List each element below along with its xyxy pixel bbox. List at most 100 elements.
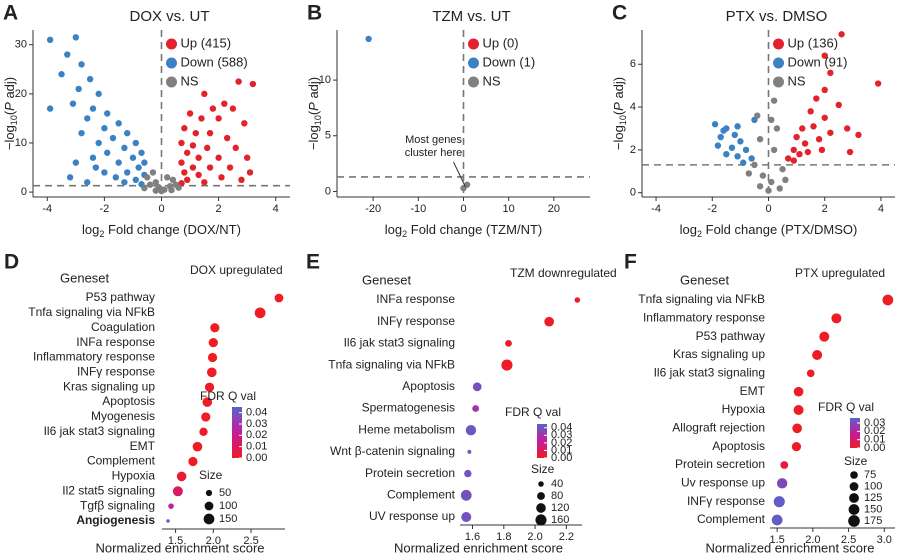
- axis-label: log2 Fold change (TZM/NT): [385, 222, 542, 239]
- point: [751, 161, 758, 169]
- legend-label: Up (0): [483, 35, 519, 50]
- x-tick-label: 3.0: [877, 534, 892, 546]
- dot: [501, 359, 513, 371]
- category-label: Apoptosis: [102, 394, 155, 408]
- label-part: (: [611, 110, 626, 115]
- dot: [192, 441, 203, 452]
- point: [75, 85, 82, 93]
- label-part: P: [306, 102, 321, 111]
- category-label: P53 pathway: [696, 329, 765, 343]
- x-tick-label: 2.0: [206, 535, 221, 547]
- dot: [544, 316, 554, 327]
- point: [168, 186, 175, 194]
- category-label: Complement: [87, 454, 156, 468]
- point: [201, 179, 208, 186]
- x-tick-label: -2: [707, 203, 717, 215]
- category-label: Angiogenesis: [76, 513, 155, 527]
- category-label: Uv response up: [681, 476, 765, 490]
- category-label: Tnfa signaling via NFkB: [328, 357, 455, 371]
- dot: [188, 456, 198, 467]
- dot: [274, 293, 284, 303]
- y-tick-label: 2: [630, 144, 636, 156]
- label-part: 10: [618, 115, 628, 125]
- point: [175, 184, 182, 191]
- point: [844, 125, 851, 132]
- point: [124, 169, 131, 176]
- axis-label: −log10(P adj): [2, 77, 19, 150]
- dot: [771, 514, 783, 526]
- category-label: INFa response: [376, 292, 455, 306]
- point: [184, 149, 191, 156]
- x-tick-label: 1.5: [769, 534, 784, 546]
- point: [112, 174, 120, 181]
- point: [759, 172, 767, 179]
- dot: [472, 405, 480, 412]
- x-tick-label: -4: [651, 203, 661, 215]
- category-label: INFγ response: [77, 365, 155, 379]
- category-label: Complement: [697, 512, 766, 526]
- y-tick-label: 4: [630, 101, 636, 113]
- size-key-label: 80: [551, 490, 563, 502]
- header: Geneset: [60, 270, 110, 285]
- y-tick-label: 0: [630, 187, 636, 199]
- point: [776, 185, 783, 192]
- chart-title: PTX vs. DMSO: [726, 8, 828, 25]
- point: [229, 105, 237, 112]
- point: [770, 97, 778, 104]
- legend-swatch: [166, 38, 177, 50]
- dot: [176, 471, 187, 482]
- x-tick-label: 2: [822, 203, 828, 215]
- panel-letter: F: [624, 251, 637, 274]
- dot: [204, 382, 215, 392]
- point: [221, 100, 228, 107]
- point: [78, 129, 85, 137]
- color-tick-label: 0.04: [551, 422, 572, 434]
- color-tick-label: 0.04: [246, 407, 267, 419]
- dot: [831, 313, 842, 324]
- point: [807, 108, 814, 115]
- label-part: adj): [611, 77, 626, 102]
- category-label: Hypoxia: [722, 402, 766, 416]
- x-axis-title: Normalized enrichment score: [95, 540, 264, 555]
- panel-letter: E: [306, 251, 320, 274]
- point: [72, 34, 80, 41]
- legend-label: Down (91): [788, 54, 848, 69]
- dot: [199, 427, 208, 436]
- y-tick-label: 30: [15, 39, 27, 51]
- chart-title: TZM vs. UT: [432, 8, 510, 25]
- point: [89, 154, 97, 161]
- legend-title: Size: [199, 468, 223, 482]
- point: [198, 115, 205, 122]
- point: [46, 105, 54, 112]
- point: [770, 146, 778, 154]
- point: [149, 169, 157, 176]
- annotation: cluster here: [405, 147, 462, 159]
- point: [720, 127, 727, 134]
- legend-label: NS: [788, 73, 806, 88]
- point: [740, 159, 747, 166]
- axis-label: log2 Fold change (PTX/DMSO): [680, 222, 858, 239]
- size-key-label: 175: [864, 515, 882, 527]
- point: [203, 144, 211, 152]
- x-tick-label: 2.2: [559, 531, 574, 543]
- legend-swatch: [166, 57, 177, 69]
- point: [135, 164, 142, 171]
- point: [58, 71, 65, 78]
- point: [756, 135, 764, 143]
- category-label: Complement: [387, 487, 456, 501]
- point: [243, 154, 251, 161]
- size-key: [848, 504, 860, 515]
- point: [768, 178, 775, 186]
- legend-label: NS: [483, 73, 501, 88]
- dot: [574, 297, 581, 303]
- dot: [201, 412, 211, 422]
- point: [158, 187, 165, 195]
- point: [810, 123, 817, 130]
- size-key: [204, 501, 214, 511]
- point: [734, 153, 741, 160]
- size-key: [849, 493, 859, 503]
- x-tick-label: -20: [365, 203, 381, 215]
- point: [189, 164, 197, 171]
- x-tick-label: 20: [548, 203, 560, 215]
- point: [104, 110, 111, 117]
